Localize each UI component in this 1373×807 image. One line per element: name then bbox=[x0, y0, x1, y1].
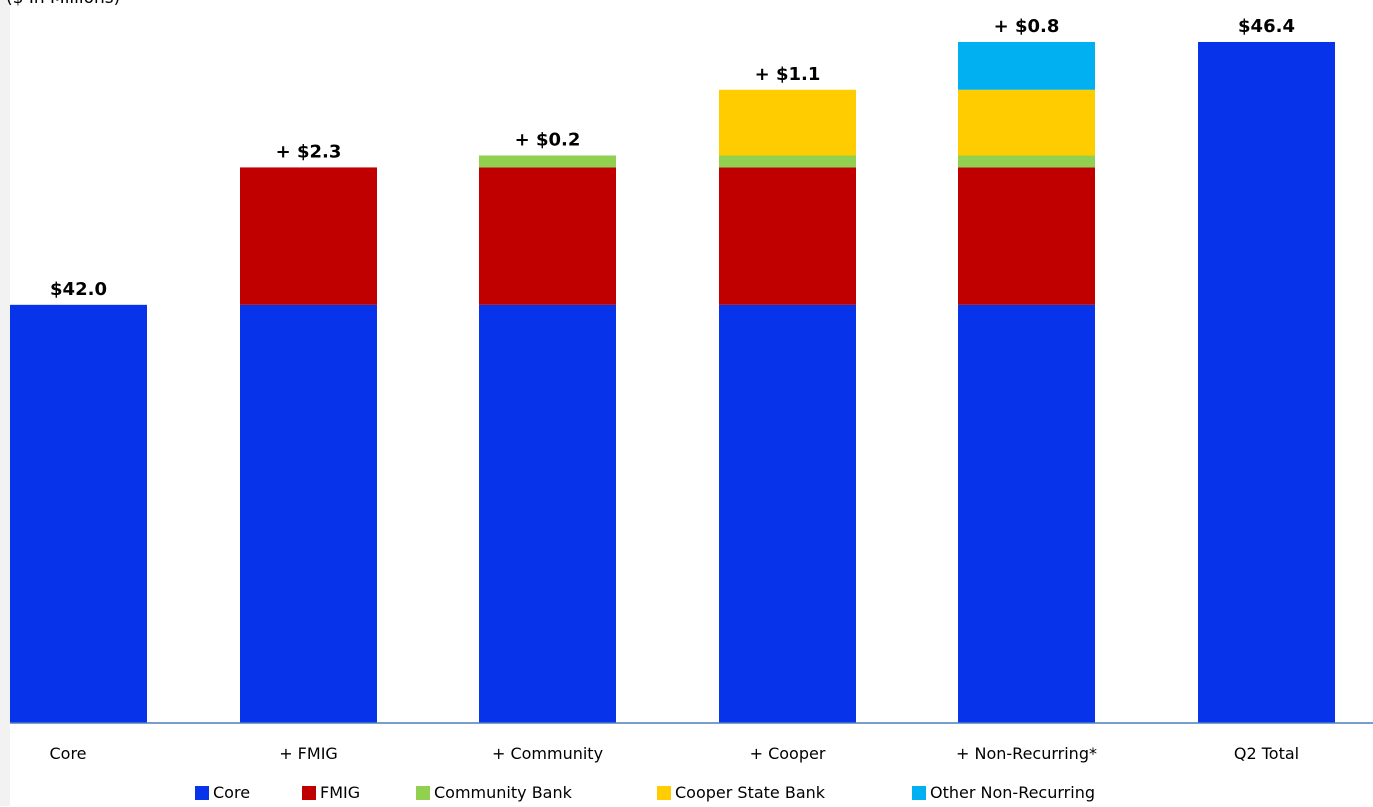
bar-segment-fmig-3 bbox=[719, 167, 856, 305]
legend-label: Cooper State Bank bbox=[675, 783, 826, 802]
bar-segment-community-bank-4 bbox=[958, 155, 1095, 168]
legend-label: Community Bank bbox=[434, 783, 572, 802]
legend-item-fmig: FMIG bbox=[302, 783, 360, 802]
bar-data-label-4: + $0.8 bbox=[994, 16, 1060, 37]
legend-item-community-bank: Community Bank bbox=[416, 783, 572, 802]
x-tick-label-4: + Non-Recurring* bbox=[956, 744, 1097, 763]
bar-segment-core-1 bbox=[240, 304, 377, 723]
x-tick-label-5: Q2 Total bbox=[1234, 744, 1299, 763]
x-tick-label-1: + FMIG bbox=[279, 744, 338, 763]
x-tick-label-0: Core bbox=[49, 744, 86, 763]
legend-label: Other Non-Recurring bbox=[930, 783, 1095, 802]
tick-labels-group: Core + FMIG + Community + Cooper + Non-Recur… bbox=[49, 744, 1299, 763]
bar-segment-cooper-state-bank-3 bbox=[719, 89, 856, 156]
legend-item-core: Core bbox=[195, 783, 250, 802]
legend-label: FMIG bbox=[320, 783, 361, 802]
bar-segment-core-0 bbox=[10, 304, 147, 723]
bar-data-label-5: $46.4 bbox=[1238, 16, 1295, 37]
bars-group bbox=[10, 41, 1335, 723]
legend-swatch bbox=[912, 785, 926, 800]
bar-segment-other-non-recurring-4 bbox=[958, 41, 1095, 90]
legend: Core FMIG Community Bank Cooper State Bank O… bbox=[0, 783, 1373, 807]
legend-label: Core bbox=[213, 783, 251, 802]
bar-segment-core-5 bbox=[1198, 41, 1335, 723]
bar-data-label-1: + $2.3 bbox=[276, 141, 342, 162]
bar-segment-community-bank-3 bbox=[719, 155, 856, 168]
left-margin-strip bbox=[0, 0, 10, 806]
bar-segment-cooper-state-bank-4 bbox=[958, 89, 1095, 156]
bar-segment-core-2 bbox=[479, 304, 616, 723]
stacked-bar-chart: $42.0 + $2.3 + $0.2 + $1.1 + $0.8 $46.4 Core +… bbox=[10, 16, 1373, 763]
bar-data-label-0: $42.0 bbox=[50, 279, 107, 300]
bar-segment-core-3 bbox=[719, 304, 856, 723]
legend-item-cooper-state-bank: Cooper State Bank bbox=[657, 783, 825, 802]
bar-segment-community-bank-2 bbox=[479, 155, 616, 168]
legend-swatch bbox=[657, 785, 671, 800]
bar-segment-core-4 bbox=[958, 304, 1095, 723]
legend-item-other-non-recurring: Other Non-Recurring bbox=[912, 783, 1095, 802]
x-tick-label-3: + Cooper bbox=[750, 744, 826, 763]
bar-labels-group: $42.0 + $2.3 + $0.2 + $1.1 + $0.8 $46.4 bbox=[50, 16, 1295, 300]
bar-segment-fmig-4 bbox=[958, 167, 1095, 305]
bar-segment-fmig-2 bbox=[479, 167, 616, 305]
bar-data-label-2: + $0.2 bbox=[515, 129, 581, 150]
legend-swatch bbox=[195, 785, 209, 800]
bar-segment-fmig-1 bbox=[240, 167, 377, 305]
legend-swatch bbox=[302, 785, 316, 800]
x-tick-label-2: + Community bbox=[492, 744, 603, 763]
unit-label: ($ In Millions) bbox=[6, 0, 136, 9]
legend-swatch bbox=[416, 785, 430, 800]
bar-data-label-3: + $1.1 bbox=[755, 64, 821, 85]
